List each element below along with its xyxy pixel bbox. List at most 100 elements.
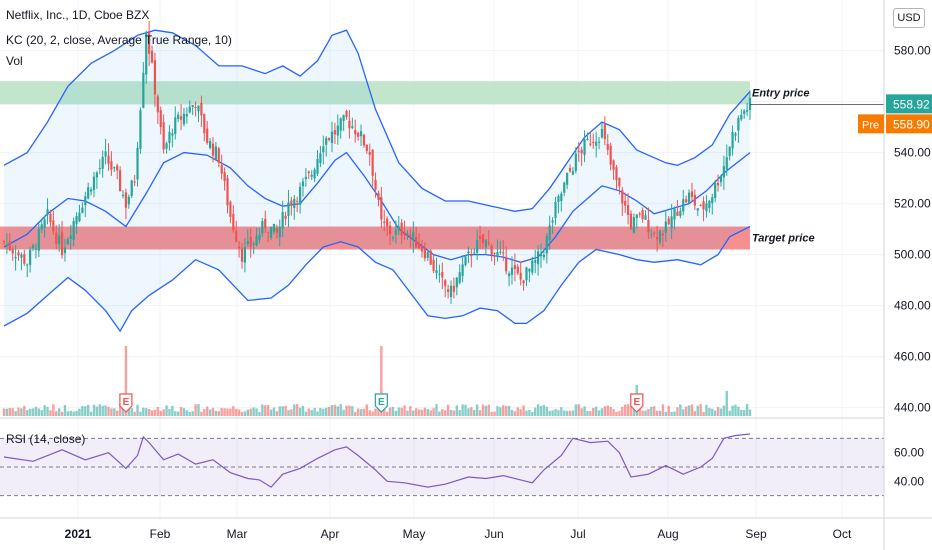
candle-body xyxy=(664,221,667,233)
volume-bar xyxy=(95,406,99,416)
volume-bar xyxy=(325,407,328,416)
volume-bar xyxy=(725,391,728,416)
candle-body xyxy=(403,232,406,236)
volume-bar xyxy=(124,346,128,416)
candle-body xyxy=(197,105,200,112)
volume-bar xyxy=(197,404,200,416)
candle-body xyxy=(415,237,418,248)
volume-bar xyxy=(522,405,525,416)
volume-bar xyxy=(728,410,731,416)
candle-body xyxy=(238,246,241,249)
volume-bar xyxy=(37,408,41,416)
candle-body xyxy=(705,203,708,212)
candle-body xyxy=(177,114,180,120)
volume-bar xyxy=(374,408,377,416)
candle-body xyxy=(696,208,699,211)
candle-body xyxy=(673,208,676,220)
volume-bar xyxy=(298,407,302,416)
volume-bar xyxy=(264,405,267,416)
volume-bar xyxy=(414,408,418,416)
candle-body xyxy=(52,220,55,232)
volume-bar xyxy=(162,409,165,416)
volume-bar xyxy=(200,411,203,416)
candle-body xyxy=(200,102,203,116)
candle-body xyxy=(191,104,194,108)
volume-bar xyxy=(301,405,305,416)
pre-market-tag xyxy=(886,114,932,134)
candle-body xyxy=(441,271,444,278)
candle-body xyxy=(92,176,96,191)
volume-bar xyxy=(734,404,737,416)
pre-market-badge xyxy=(858,114,884,134)
indicator-label: KC (20, 2, close, Average True Range, 10… xyxy=(6,33,232,47)
rsi-tick-label: 40.00 xyxy=(894,474,924,488)
volume-bar xyxy=(403,405,406,416)
candle-body xyxy=(298,186,302,205)
candle-body xyxy=(635,214,638,219)
candle-body xyxy=(624,200,627,206)
volume-bar xyxy=(43,405,46,416)
candle-body xyxy=(386,218,389,227)
candle-body xyxy=(72,221,75,240)
candle-body xyxy=(690,191,694,197)
volume-bar xyxy=(499,407,502,416)
volume-bar xyxy=(548,410,551,416)
volume-bar xyxy=(467,408,470,416)
volume-bar xyxy=(232,406,235,416)
candle-body xyxy=(452,285,456,292)
volume-bar xyxy=(55,411,58,416)
candle-body xyxy=(444,280,447,287)
candle-body xyxy=(145,33,148,75)
volume-bar xyxy=(397,407,400,416)
candle-body xyxy=(87,187,90,199)
volume-bar xyxy=(719,408,723,416)
candle-body xyxy=(510,267,514,275)
candle-body xyxy=(699,205,702,207)
volume-bar xyxy=(696,405,699,416)
volume-bar xyxy=(560,407,563,416)
candle-body xyxy=(670,216,673,229)
candle-body xyxy=(438,273,441,275)
candle-body xyxy=(319,153,322,164)
volume-bar xyxy=(647,409,650,416)
volume-bar xyxy=(557,410,560,416)
candle-body xyxy=(502,252,505,254)
candle-body xyxy=(499,251,502,253)
candle-body xyxy=(58,235,61,245)
volume-bar xyxy=(339,404,342,416)
volume-bar xyxy=(287,410,290,416)
volume-bar xyxy=(539,405,543,416)
candle-body xyxy=(66,239,69,245)
volume-bar xyxy=(554,409,557,416)
volume-bar xyxy=(623,404,627,416)
volume-bar xyxy=(574,404,578,416)
volume-bar xyxy=(304,411,308,416)
candle-body xyxy=(586,138,589,140)
x-tick-label: Mar xyxy=(227,527,248,541)
candle-body xyxy=(534,260,537,263)
candle-body xyxy=(725,157,728,170)
volume-bar xyxy=(632,407,636,416)
candle-body xyxy=(490,245,493,255)
candle-body xyxy=(423,248,426,259)
volume-label: Vol xyxy=(6,54,23,68)
volume-bar xyxy=(66,411,70,416)
candle-body xyxy=(679,210,682,216)
candle-body xyxy=(351,126,354,128)
volume-bar xyxy=(336,406,340,416)
candle-body xyxy=(333,130,337,135)
candle-body xyxy=(478,236,482,240)
candle-body xyxy=(661,233,665,236)
y-tick-label: 480.00 xyxy=(894,299,931,313)
currency-button[interactable]: USD xyxy=(893,8,925,28)
volume-bar xyxy=(412,410,415,416)
candle-body xyxy=(235,230,238,242)
candle-body xyxy=(412,232,415,241)
candle-body xyxy=(496,252,499,257)
candle-body xyxy=(568,168,572,172)
volume-bar xyxy=(28,408,32,416)
rsi-line xyxy=(3,433,751,488)
volume-bar xyxy=(699,404,702,416)
candle-body xyxy=(626,205,630,216)
